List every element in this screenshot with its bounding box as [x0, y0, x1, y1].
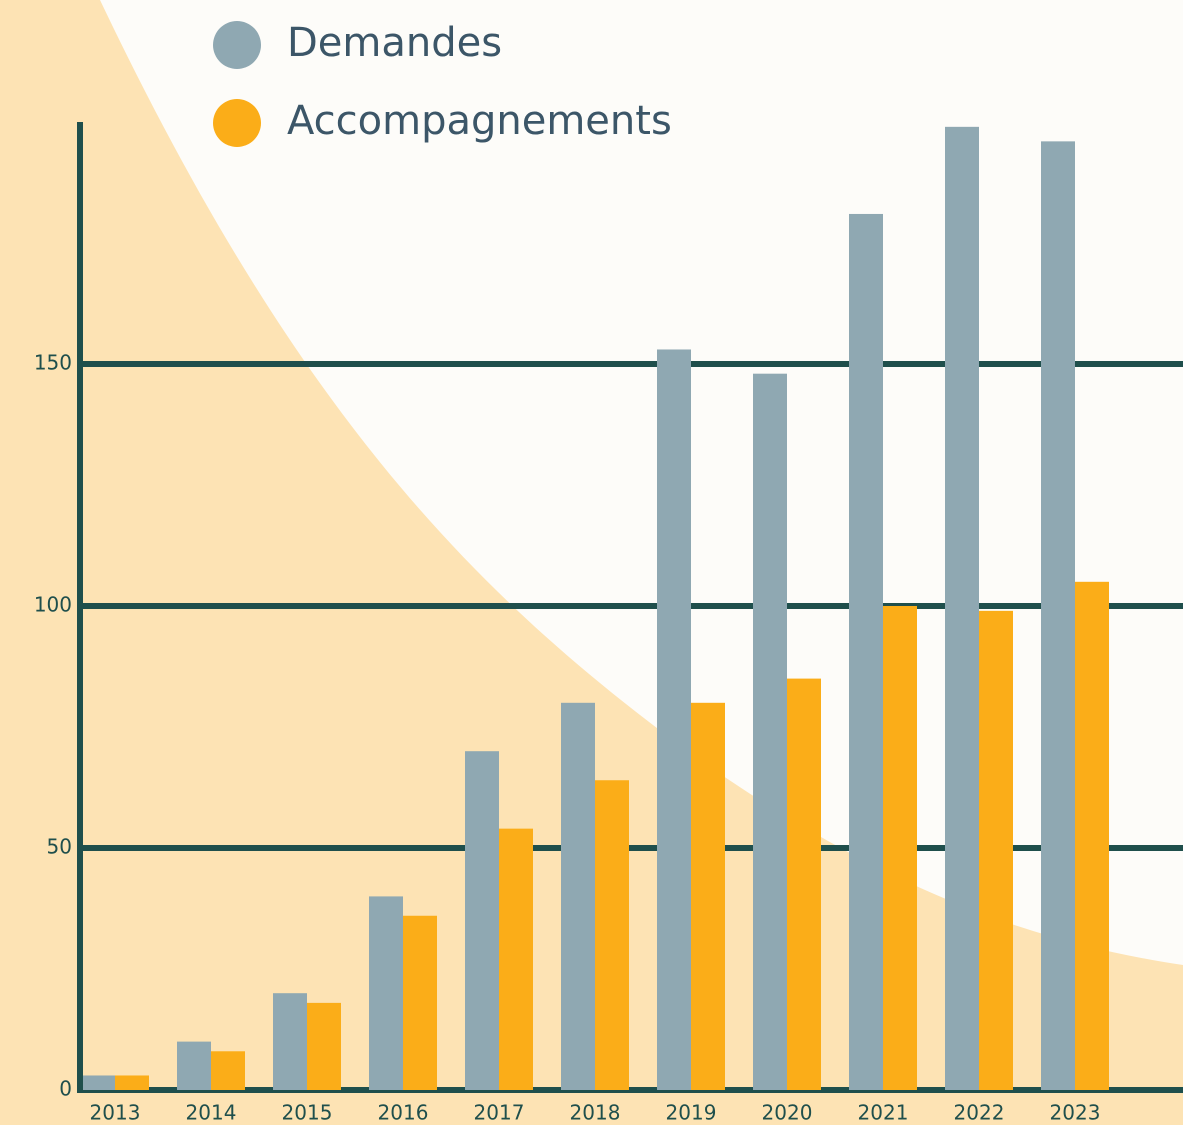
- bar: [465, 751, 499, 1090]
- y-tick-label: 50: [47, 835, 72, 859]
- bar: [945, 127, 979, 1090]
- page: {"chart_data": {"type": "bar", "categori…: [0, 0, 1183, 1125]
- bar: [787, 679, 821, 1090]
- bar: [403, 916, 437, 1090]
- legend-label: Demandes: [287, 20, 502, 66]
- chart: 0 50 100 150 Demandes Accompagnements 2013 20…: [0, 0, 1183, 1125]
- bar: [115, 1075, 149, 1090]
- x-tick-label: 2015: [282, 1101, 333, 1125]
- bar: [307, 1003, 341, 1090]
- bar: [849, 214, 883, 1090]
- bar: [499, 829, 533, 1090]
- x-tick-label: 2023: [1050, 1101, 1101, 1125]
- bar: [753, 374, 787, 1090]
- legend-marker: [213, 99, 261, 147]
- x-tick-label: 2021: [858, 1101, 909, 1125]
- bar: [1041, 141, 1075, 1090]
- bar: [273, 993, 307, 1090]
- legend-label: Accompagnements: [287, 98, 672, 144]
- y-tick-label: 100: [34, 593, 72, 617]
- x-tick-label: 2016: [378, 1101, 429, 1125]
- bar: [81, 1075, 115, 1090]
- bar: [369, 896, 403, 1090]
- x-tick-label: 2018: [570, 1101, 621, 1125]
- x-tick-label: 2022: [954, 1101, 1005, 1125]
- bar: [177, 1042, 211, 1090]
- bar: [211, 1051, 245, 1090]
- bar: [979, 611, 1013, 1090]
- y-tick-label: 150: [34, 351, 72, 375]
- legend-marker: [213, 21, 261, 69]
- bar: [1075, 582, 1109, 1090]
- x-tick-label: 2019: [666, 1101, 717, 1125]
- x-tick-label: 2014: [186, 1101, 237, 1125]
- x-tick-label: 2017: [474, 1101, 525, 1125]
- x-tick-label: 2013: [90, 1101, 141, 1125]
- legend: Demandes Accompagnements: [213, 20, 672, 147]
- y-tick-label: 0: [59, 1077, 72, 1101]
- bar: [657, 349, 691, 1090]
- x-tick-label: 2020: [762, 1101, 813, 1125]
- bar: [561, 703, 595, 1090]
- bar: [883, 606, 917, 1090]
- bar: [595, 780, 629, 1090]
- bar: [691, 703, 725, 1090]
